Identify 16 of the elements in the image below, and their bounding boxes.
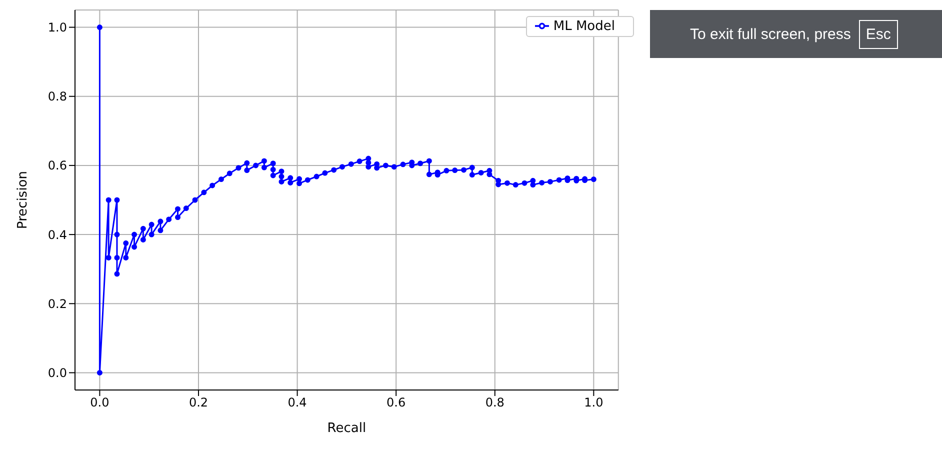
x-tick-label: 0.4 [288,396,307,410]
y-tick-label: 0.8 [48,90,67,104]
x-tick-label: 0.8 [485,396,504,410]
y-axis-title: Precision [16,170,31,230]
y-tick-label: 1.0 [48,20,67,35]
y-tick-label: 0.6 [48,158,67,173]
y-tick-label: 0.4 [48,228,67,242]
y-tick-label: 0.2 [48,296,67,311]
x-tick-label: 0.0 [90,396,110,410]
x-axis-title: Recall [327,421,366,436]
y-tick-label: 0.0 [48,366,67,380]
legend-label: ML Model [553,19,615,34]
x-tick-label: 0.6 [386,396,406,410]
fullscreen-notice: To exit full screen, press Esc [650,10,942,58]
x-tick-label: 1.0 [584,396,604,410]
x-tick-label: 0.2 [188,396,208,410]
